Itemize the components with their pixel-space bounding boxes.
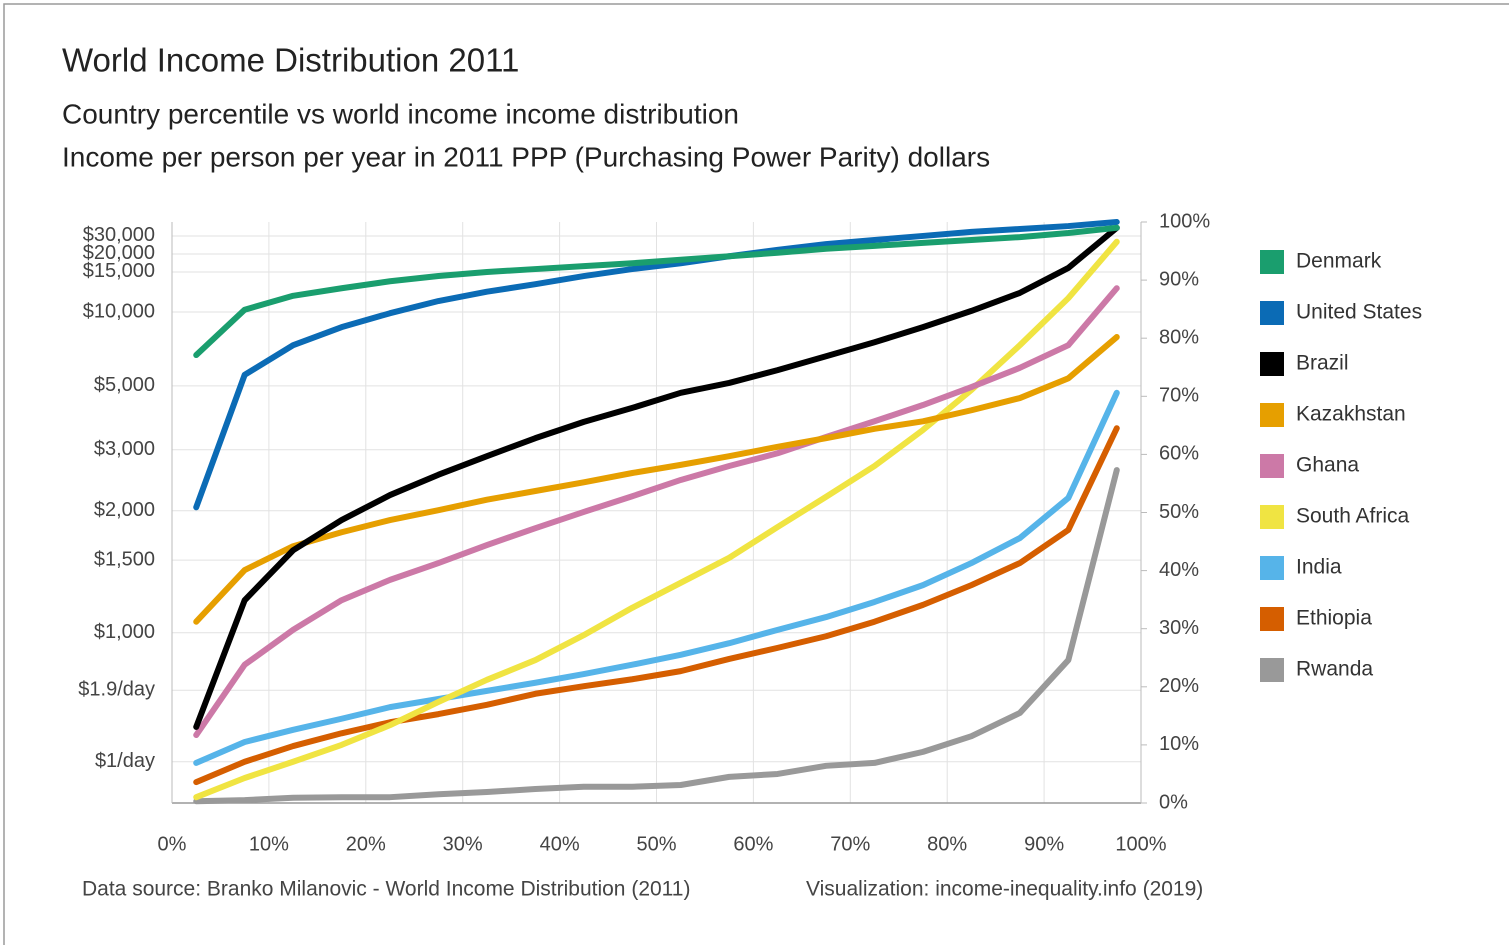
legend-swatch xyxy=(1260,352,1284,376)
y-tick-label: $1.9/day xyxy=(78,679,155,701)
y-tick-label: $1/day xyxy=(95,750,155,772)
y-tick-label: $1,500 xyxy=(94,548,155,570)
y-tick-label: $30,000 xyxy=(83,224,155,246)
y-tick-label: $1,000 xyxy=(94,621,155,643)
y2-tick-label: 50% xyxy=(1159,501,1199,523)
series-line xyxy=(193,219,1120,511)
x-tick-label: 10% xyxy=(249,833,289,855)
legend-label: South Africa xyxy=(1296,505,1410,528)
y2-tick-label: 20% xyxy=(1159,675,1199,697)
source-note: Data source: Branko Milanovic - World In… xyxy=(82,878,690,901)
x-tick-label: 60% xyxy=(733,833,773,855)
y2-tick-label: 90% xyxy=(1159,268,1199,290)
card xyxy=(3,3,1509,950)
legend-label: Rwanda xyxy=(1296,658,1373,681)
series-line xyxy=(193,334,1120,625)
legend-swatch xyxy=(1260,403,1284,427)
x-tick-label: 90% xyxy=(1024,833,1064,855)
x-tick-label: 0% xyxy=(158,833,187,855)
series-line xyxy=(193,467,1120,805)
legend-label: United States xyxy=(1296,301,1422,324)
chart-subtitle: Income per person per year in 2011 PPP (… xyxy=(62,141,990,172)
series-line xyxy=(193,389,1120,766)
legend-label: Ghana xyxy=(1296,454,1359,477)
legend-swatch xyxy=(1260,250,1284,274)
x-tick-label: 100% xyxy=(1115,833,1166,855)
credit-note: Visualization: income-inequality.info (2… xyxy=(806,878,1203,901)
y2-tick-label: 0% xyxy=(1159,791,1188,813)
legend-swatch xyxy=(1260,301,1284,325)
x-tick-label: 50% xyxy=(636,833,676,855)
legend-swatch xyxy=(1260,658,1284,682)
y-tick-label: $20,000 xyxy=(83,242,155,264)
x-tick-label: 80% xyxy=(927,833,967,855)
x-tick-label: 40% xyxy=(540,833,580,855)
legend-label: Ethiopia xyxy=(1296,607,1372,630)
y2-tick-label: 70% xyxy=(1159,385,1199,407)
series-line xyxy=(193,224,1120,359)
y-tick-label: $2,000 xyxy=(94,499,155,521)
chart-title: World Income Distribution 2011 xyxy=(62,42,519,79)
y2-tick-label: 10% xyxy=(1159,733,1199,755)
x-tick-label: 70% xyxy=(830,833,870,855)
y2-tick-label: 30% xyxy=(1159,617,1199,639)
y-tick-label: $3,000 xyxy=(94,438,155,460)
series-line xyxy=(193,425,1120,786)
y2-tick-label: 40% xyxy=(1159,559,1199,581)
legend-label: India xyxy=(1296,556,1342,579)
legend-swatch xyxy=(1260,556,1284,580)
y-tick-label: $10,000 xyxy=(83,300,155,322)
y2-tick-label: 80% xyxy=(1159,326,1199,348)
y-tick-label: $15,000 xyxy=(83,260,155,282)
legend-label: Kazakhstan xyxy=(1296,403,1406,426)
legend-swatch xyxy=(1260,505,1284,529)
series-line xyxy=(193,224,1120,730)
legend-label: Denmark xyxy=(1296,250,1382,273)
y2-tick-label: 60% xyxy=(1159,443,1199,465)
x-tick-label: 20% xyxy=(346,833,386,855)
series-line xyxy=(193,285,1120,739)
legend-swatch xyxy=(1260,607,1284,631)
y-tick-label: $5,000 xyxy=(94,374,155,396)
chart-subtitle: Country percentile vs world income incom… xyxy=(62,98,739,129)
series-line xyxy=(193,238,1120,801)
legend-label: Brazil xyxy=(1296,352,1349,375)
y2-tick-label: 100% xyxy=(1159,210,1210,232)
legend-swatch xyxy=(1260,454,1284,478)
x-tick-label: 30% xyxy=(443,833,483,855)
